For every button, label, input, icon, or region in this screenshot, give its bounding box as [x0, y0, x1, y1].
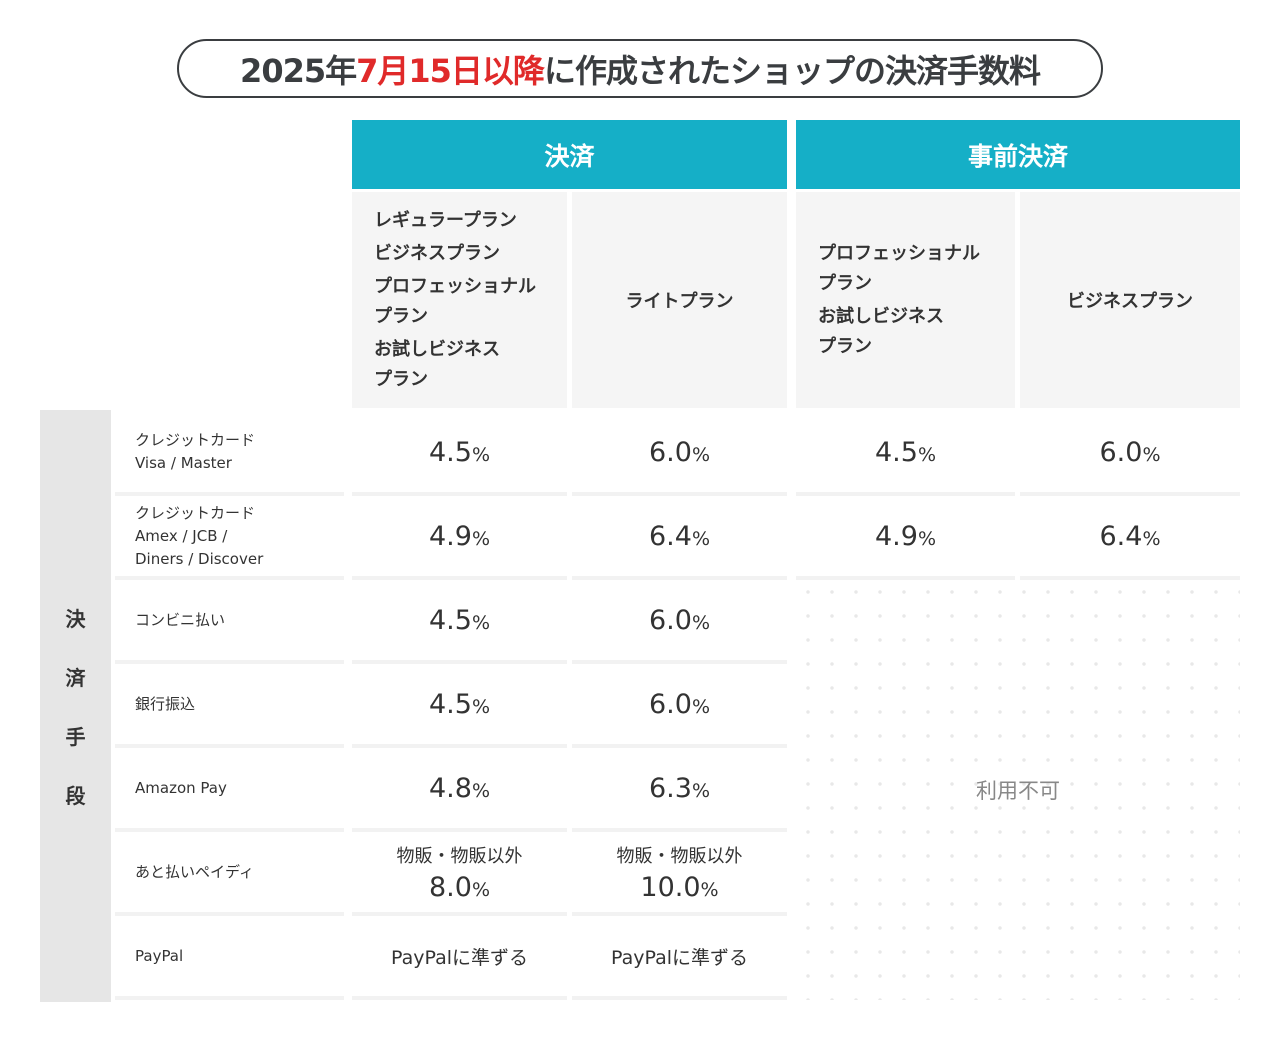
payment-method-label: 銀行振込	[115, 664, 344, 748]
fee-cell: 物販・物販以外 8.0%	[352, 832, 567, 916]
fee-value: 4.5%	[428, 688, 490, 720]
unavailable-area: 利用不可	[796, 580, 1240, 1000]
header-prepayment: 事前決済	[796, 120, 1240, 189]
plan-name: ビジネスプラン	[374, 242, 500, 264]
percent-sign: %	[917, 527, 936, 550]
percent-sign: %	[1142, 527, 1161, 550]
plan-col2: ライトプラン	[572, 192, 787, 408]
fee-cell: 6.0%	[572, 580, 787, 664]
payment-method-label: あと払いペイディ	[115, 832, 344, 916]
fee-note: 物販・物販以外	[396, 845, 523, 867]
page-title: 2025年 7月15日以降 に作成されたショップの決済手数料	[177, 39, 1103, 98]
percent-sign: %	[691, 611, 710, 634]
fee-value: 4.5%	[428, 436, 490, 468]
fee-value: 8.0%	[428, 871, 490, 903]
fee-value: 6.0%	[1099, 436, 1161, 468]
percent-sign: %	[471, 443, 490, 466]
plan-col4: ビジネスプラン	[1020, 192, 1240, 408]
fee-cell: 6.0%	[1020, 412, 1240, 496]
fee-cell: 6.3%	[572, 748, 787, 832]
side-label-payment-methods: 決済手段	[40, 410, 111, 1002]
percent-sign: %	[917, 443, 936, 466]
payment-method-label: PayPal	[115, 916, 344, 1000]
title-prefix: 2025年	[240, 51, 357, 90]
side-char: 済	[65, 666, 86, 690]
payment-method-label: クレジットカード Visa / Master	[115, 412, 344, 496]
percent-sign: %	[1142, 443, 1161, 466]
header-payment: 決済	[352, 120, 787, 189]
fee-value: 6.0%	[648, 436, 710, 468]
plan-name: お試しビジネス プラン	[818, 305, 944, 357]
fee-value: 6.0%	[648, 688, 710, 720]
fee-value: 4.5%	[874, 436, 936, 468]
percent-sign: %	[700, 878, 719, 901]
percent-sign: %	[691, 443, 710, 466]
percent-sign: %	[691, 779, 710, 802]
plan-name: お試しビジネス プラン	[374, 338, 500, 390]
plan-col1: レギュラープラン ビジネスプランプロフェッショナル プラン お試しビジネス プラン	[352, 192, 567, 408]
percent-sign: %	[471, 611, 490, 634]
fee-note: 物販・物販以外	[616, 845, 743, 867]
fee-cell: 物販・物販以外 10.0%	[572, 832, 787, 916]
fee-value: 10.0%	[640, 871, 719, 903]
percent-sign: %	[471, 878, 490, 901]
payment-method-label: コンビニ払い	[115, 580, 344, 664]
fee-cell: 4.5%	[352, 580, 567, 664]
plan-name: レギュラープラン	[374, 209, 517, 231]
plan-name: プロフェッショナル プラン	[374, 275, 536, 327]
fee-value: 6.4%	[1099, 520, 1161, 552]
fee-cell: PayPalに準ずる	[572, 916, 787, 1000]
side-char: 段	[65, 784, 86, 808]
plan-name: プロフェッショナル プラン	[818, 242, 980, 294]
fee-cell: 4.9%	[796, 496, 1015, 580]
fee-text: PayPalに準ずる	[390, 946, 529, 969]
fee-value: 4.8%	[428, 772, 490, 804]
plan-col3: プロフェッショナル プラン お試しビジネス プラン	[796, 192, 1015, 408]
fee-cell: 4.5%	[352, 412, 567, 496]
payment-method-label: クレジットカード Amex / JCB / Diners / Discover	[115, 496, 344, 580]
fee-value: 6.3%	[648, 772, 710, 804]
percent-sign: %	[471, 779, 490, 802]
title-suffix: に作成されたショップの決済手数料	[543, 51, 1041, 90]
fee-value: 4.9%	[874, 520, 936, 552]
fee-cell: PayPalに準ずる	[352, 916, 567, 1000]
side-char: 手	[65, 725, 86, 749]
fee-value: 4.5%	[428, 604, 490, 636]
payment-method-label: Amazon Pay	[115, 748, 344, 832]
fee-cell: 4.5%	[796, 412, 1015, 496]
fee-cell: 4.5%	[352, 664, 567, 748]
fee-value: 6.4%	[648, 520, 710, 552]
title-date-highlight: 7月15日以降	[356, 51, 545, 90]
fee-cell: 6.0%	[572, 664, 787, 748]
fee-cell: 4.9%	[352, 496, 567, 580]
fee-value: 4.9%	[428, 520, 490, 552]
percent-sign: %	[471, 695, 490, 718]
percent-sign: %	[691, 695, 710, 718]
fee-cell: 6.4%	[1020, 496, 1240, 580]
fee-value: 6.0%	[648, 604, 710, 636]
fee-cell: 6.4%	[572, 496, 787, 580]
side-char: 決	[65, 607, 86, 631]
fee-cell: 6.0%	[572, 412, 787, 496]
percent-sign: %	[691, 527, 710, 550]
fee-cell: 4.8%	[352, 748, 567, 832]
percent-sign: %	[471, 527, 490, 550]
fee-text: PayPalに準ずる	[610, 946, 749, 969]
